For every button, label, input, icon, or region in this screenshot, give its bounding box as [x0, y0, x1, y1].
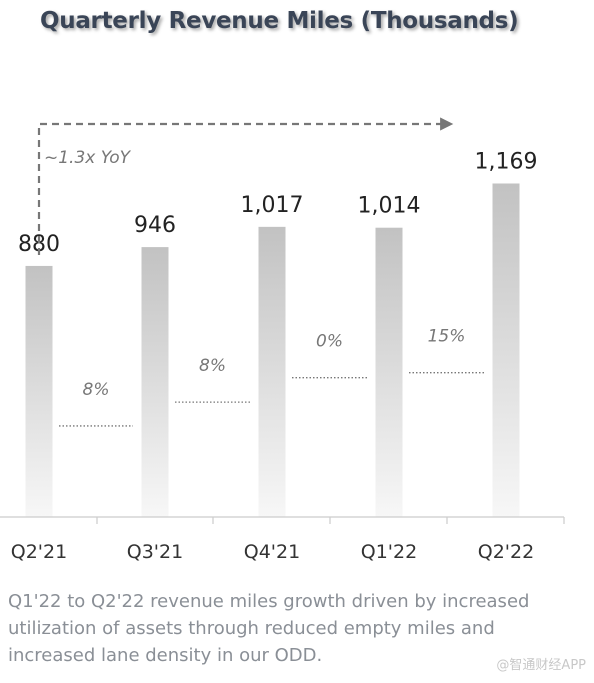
watermark: @智通财经APP — [496, 658, 586, 673]
x-tick-label-1: Q3'21 — [127, 541, 183, 563]
data-label-3: 1,014 — [358, 194, 421, 219]
data-label-2: 1,017 — [241, 193, 304, 218]
growth-label-3: 15% — [428, 327, 466, 347]
bar-1 — [141, 247, 169, 517]
data-label-1: 946 — [134, 213, 176, 238]
growth-label-1: 8% — [199, 356, 226, 376]
data-label-4: 1,169 — [475, 149, 538, 174]
x-tick-label-3: Q1'22 — [361, 541, 417, 563]
bar-0 — [25, 265, 53, 517]
growth-label-2: 0% — [316, 332, 343, 352]
bar-3 — [375, 227, 403, 517]
bar-2 — [258, 226, 286, 517]
bar-4 — [492, 183, 520, 517]
caption: Q1'22 to Q2'22 revenue miles growth driv… — [8, 591, 530, 666]
x-tick-label-0: Q2'21 — [11, 541, 67, 563]
chart-title: Quarterly Revenue Miles (Thousands) — [40, 8, 519, 34]
growth-label-0: 8% — [83, 380, 110, 400]
yoy-annotation: ~1.3x YoY — [44, 148, 132, 168]
x-tick-label-2: Q4'21 — [244, 541, 300, 563]
x-tick-label-4: Q2'22 — [478, 541, 534, 563]
